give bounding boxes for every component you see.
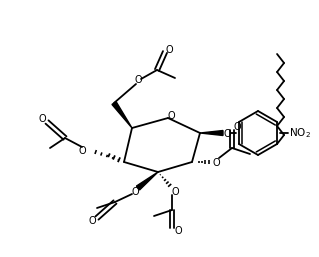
Text: O: O: [78, 146, 86, 156]
Polygon shape: [137, 172, 158, 190]
Text: O: O: [38, 114, 46, 124]
Polygon shape: [200, 131, 223, 135]
Polygon shape: [112, 102, 132, 128]
Text: O: O: [212, 158, 220, 168]
Text: O: O: [233, 122, 241, 132]
Text: O: O: [88, 216, 96, 226]
Text: NO$_2$: NO$_2$: [289, 126, 311, 140]
Text: O: O: [167, 111, 175, 121]
Text: O: O: [171, 187, 179, 197]
Text: O: O: [165, 45, 173, 55]
Text: O: O: [131, 187, 139, 197]
Text: O: O: [174, 226, 182, 236]
Text: O: O: [223, 129, 231, 139]
Text: O: O: [134, 75, 142, 85]
